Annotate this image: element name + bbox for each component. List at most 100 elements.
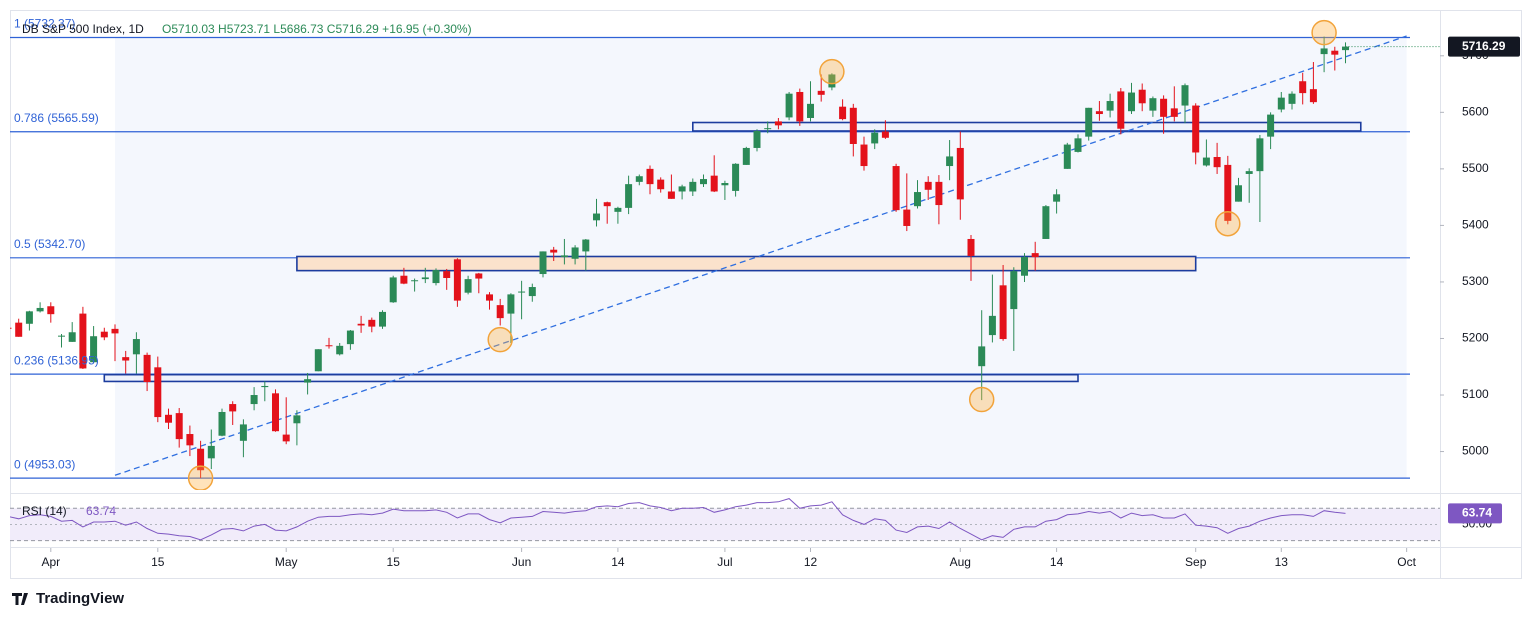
quote: O5710.03 H5723.71 L5686.73 C5716.29 +16.… xyxy=(162,22,472,36)
y-tick-label: 5500 xyxy=(1462,161,1489,175)
y-tick-label: 5600 xyxy=(1462,105,1489,119)
highlight xyxy=(968,386,995,413)
candle-body xyxy=(935,181,943,206)
x-tick-label: Apr xyxy=(41,555,60,569)
candle-body xyxy=(1256,138,1264,172)
candle-body xyxy=(796,91,804,122)
candle-body xyxy=(1202,157,1210,166)
candle-body xyxy=(368,319,376,327)
highlight xyxy=(819,58,845,85)
candle-body xyxy=(999,285,1007,340)
candle-body xyxy=(881,131,889,138)
candle-body xyxy=(839,106,847,120)
candle-body xyxy=(325,345,333,347)
candle-body xyxy=(871,132,879,144)
x-tick-label: Jun xyxy=(512,555,531,569)
candle-body xyxy=(400,275,408,284)
candle-body xyxy=(625,184,633,208)
candle-body xyxy=(1181,85,1189,106)
y-tick-label: 5200 xyxy=(1462,331,1489,345)
candle-body xyxy=(132,339,140,355)
fib-label: 0 (4953.03) xyxy=(14,457,75,471)
x-tick-label: May xyxy=(275,555,298,569)
candle-body xyxy=(47,306,55,315)
candle-body xyxy=(753,130,761,148)
candle-body xyxy=(453,259,461,301)
zone xyxy=(296,255,1197,272)
candle-body xyxy=(603,202,611,207)
x-tick-label: 12 xyxy=(804,555,818,569)
y-tick-label: 5400 xyxy=(1462,218,1489,232)
candle-body xyxy=(486,294,493,301)
candle-body xyxy=(68,332,76,342)
candle-body xyxy=(967,238,975,256)
candle-body xyxy=(357,323,365,326)
candle-body xyxy=(1042,206,1050,239)
candle-body xyxy=(175,413,183,440)
candle-body xyxy=(860,144,868,167)
candle-body xyxy=(1010,271,1018,310)
candle-body xyxy=(849,107,857,144)
y-tick-label: 5100 xyxy=(1462,387,1489,401)
candle-body xyxy=(1235,185,1242,202)
candle-body xyxy=(1031,253,1039,258)
candle-body xyxy=(582,239,590,252)
candle-body xyxy=(1106,101,1114,111)
candle-body xyxy=(550,249,558,253)
candle-body xyxy=(507,294,515,314)
candle-body xyxy=(892,166,900,211)
candle-body xyxy=(1288,93,1296,104)
candle-body xyxy=(946,156,954,167)
candle-body xyxy=(742,147,750,165)
candle-body xyxy=(774,121,782,126)
rsi-value-label: 63.74 xyxy=(1462,506,1492,520)
candle-body xyxy=(1299,81,1307,94)
highlight xyxy=(487,326,513,353)
candle-body xyxy=(1331,50,1339,55)
candle-body xyxy=(1085,107,1093,137)
candle-body xyxy=(122,357,130,361)
candle-body xyxy=(411,280,419,282)
x-tick-label: Aug xyxy=(950,555,971,569)
candle-body xyxy=(764,128,772,130)
candle-body xyxy=(689,181,697,192)
rsi-title-value: 63.74 xyxy=(86,504,116,518)
candle-body xyxy=(678,186,686,192)
x-tick-label: 14 xyxy=(611,555,625,569)
candle-body xyxy=(304,379,312,383)
rsi-tag xyxy=(1448,503,1502,524)
candle-body xyxy=(58,335,65,337)
last-price-label: 5716.29 xyxy=(1462,39,1506,53)
candle-body xyxy=(914,192,921,207)
candle-body xyxy=(239,424,247,441)
candle-body xyxy=(657,179,665,190)
candle-body xyxy=(261,385,269,388)
candle-body xyxy=(1192,105,1200,153)
candle-body xyxy=(539,251,547,275)
candle-body xyxy=(475,273,483,279)
x-tick-label: 14 xyxy=(1050,555,1064,569)
candle-body xyxy=(100,331,108,338)
main-pane xyxy=(10,19,1410,490)
candle-body xyxy=(282,434,290,442)
candle-body xyxy=(560,255,568,258)
zone xyxy=(103,373,1079,383)
overlay: 1 (5732.37) 0.786 (5565.59) 0.5 (5342.70) 0… xyxy=(14,17,1520,569)
candle-body xyxy=(635,176,643,182)
x-tick-label: 13 xyxy=(1275,555,1289,569)
candle-body xyxy=(1063,144,1071,169)
candle-body xyxy=(336,345,344,355)
candle-body xyxy=(1149,98,1157,111)
candle-body xyxy=(1224,164,1232,221)
y-tick-label: 5000 xyxy=(1462,444,1489,458)
candle-body xyxy=(218,411,226,436)
candle-body xyxy=(903,209,911,226)
candle-body xyxy=(25,311,33,324)
fib-label: 0.786 (5565.59) xyxy=(14,111,99,125)
candle-body xyxy=(36,307,44,312)
candle-body xyxy=(593,213,600,221)
candle-body xyxy=(988,315,996,336)
candle-body xyxy=(1309,89,1317,103)
candle-body xyxy=(700,179,707,185)
candle-body xyxy=(1095,111,1103,115)
